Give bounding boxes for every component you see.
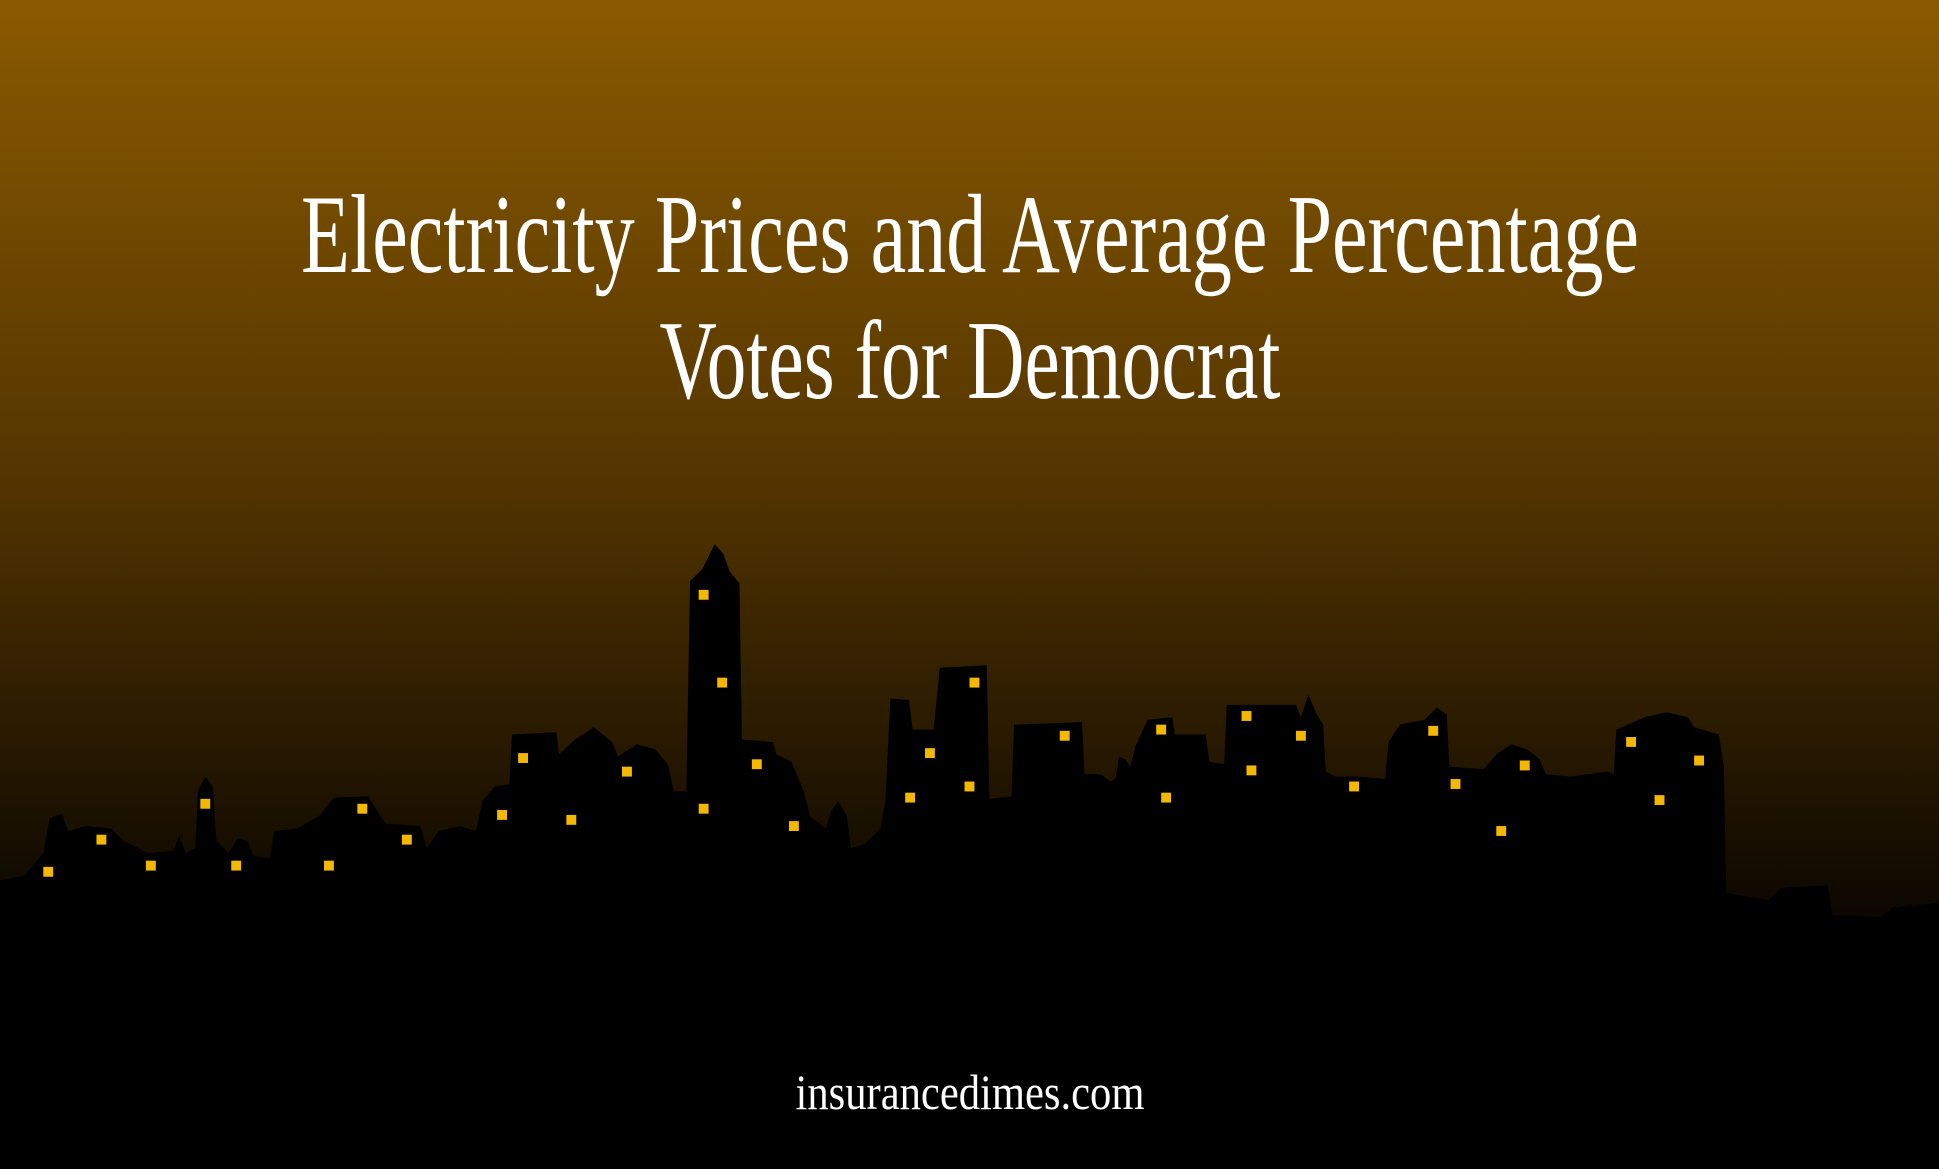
window-light [401,834,412,845]
window-light [1519,760,1530,771]
window-light [1349,781,1360,792]
window-light [751,759,762,770]
window-light [964,781,975,792]
skyline-silhouette [0,544,1939,1169]
window-light [1450,779,1461,789]
window-light [1241,711,1252,721]
window-light [905,792,916,803]
window-light [622,766,632,777]
skyline [0,544,1939,1169]
window-light [1428,725,1439,736]
window-light [231,860,242,871]
window-light [1059,730,1070,741]
window-light [357,803,368,814]
window-light [518,753,529,763]
window-light [1246,765,1257,776]
window-light [717,677,728,688]
window-light [96,834,107,845]
window-light [1626,737,1637,747]
window-light [43,866,54,877]
window-light [145,860,156,871]
window-light [1156,724,1167,735]
window-light [1161,792,1172,803]
window-light [1295,730,1306,741]
window-light [698,589,709,600]
window-light [698,803,709,814]
title-line: Electricity Prices and Average Percentag… [301,173,1639,297]
window-light [788,821,799,831]
window-light [1496,826,1507,836]
title-line: Votes for Democrat [660,299,1281,423]
window-light [200,798,211,809]
window-light [497,809,508,820]
window-light [924,748,935,759]
windows [43,589,1705,877]
window-light [1694,755,1705,766]
window-light [969,677,980,688]
window-light [566,814,577,825]
window-light [323,860,334,871]
window-light [1654,795,1665,806]
footer-url: insurancedimes.com [796,1064,1145,1120]
